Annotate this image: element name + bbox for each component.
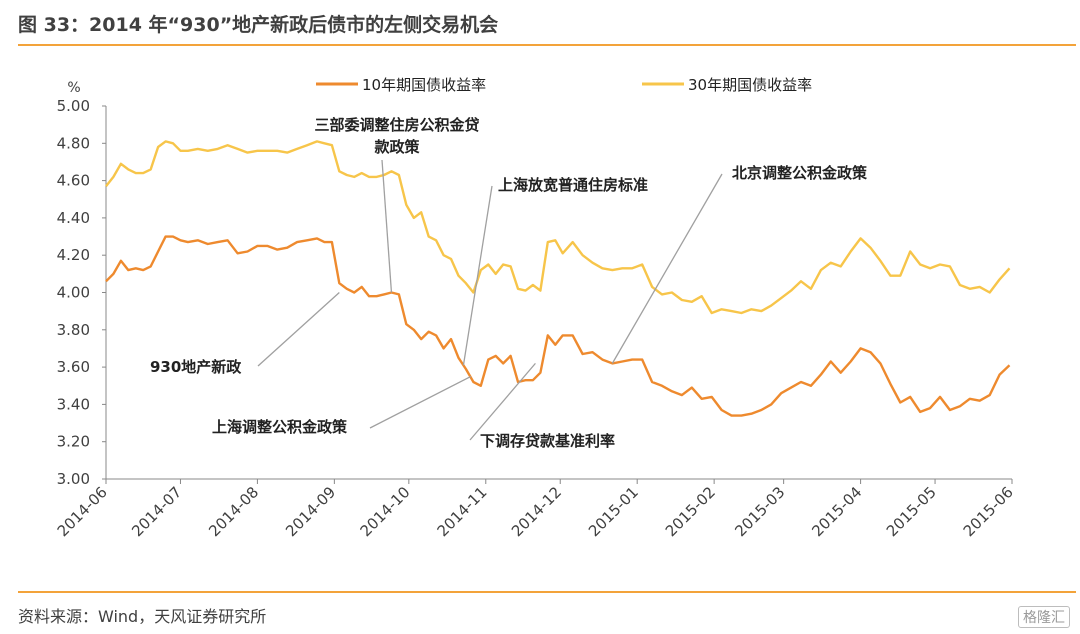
- y-tick-label: 3.80: [57, 321, 90, 339]
- annotation-leader-4: [369, 375, 472, 429]
- y-tick-label: 5.00: [57, 97, 90, 115]
- annotation-leader-1: [381, 159, 393, 293]
- y-tick-label: 3.40: [57, 395, 90, 413]
- annotation-label-1: 款政策: [374, 138, 420, 156]
- annotation-leader-0: [257, 292, 340, 367]
- x-tick-label: 2015-02: [662, 483, 719, 540]
- yield-line-chart: 5.00 4.80 4.60 4.40 4.20 4.00 3.80 3.60 3.40 3.20…: [54, 76, 1017, 540]
- annotation-label-0: 930地产新政: [150, 358, 242, 376]
- annotation-label-4: 上海调整公积金政策: [212, 418, 348, 436]
- y-tick-label: 4.20: [57, 246, 90, 264]
- x-tick-label: 2015-03: [731, 483, 788, 540]
- y-tick-label: 4.60: [57, 172, 90, 190]
- y-tick-label: 4.80: [57, 134, 90, 152]
- annotation-label-1: 三部委调整住房公积金贷: [314, 116, 479, 134]
- x-tick-label: 2014-11: [434, 483, 491, 540]
- y-tick-label: 3.20: [57, 433, 90, 451]
- x-tick-label: 2015-05: [883, 483, 940, 540]
- annotation-leader-2: [462, 185, 493, 366]
- y-tick-label: 3.00: [57, 470, 90, 488]
- y-tick-label: 4.00: [57, 284, 90, 302]
- annotation-label-5: 下调存贷款基准利率: [480, 432, 615, 450]
- x-tick-label: 2015-04: [808, 483, 865, 540]
- x-tick-label: 2014-10: [357, 483, 414, 540]
- series-line-10y: [105, 235, 1011, 417]
- annotation-leader-5: [469, 362, 536, 441]
- x-tick-label: 2014-12: [508, 483, 565, 540]
- legend-label-10y: 10年期国债收益率: [362, 76, 486, 94]
- x-tick-label: 2014-06: [54, 483, 111, 540]
- series-line-30y: [105, 140, 1011, 315]
- legend-label-30y: 30年期国债收益率: [688, 76, 812, 94]
- annotation-label-3: 北京调整公积金政策: [732, 164, 868, 182]
- x-tick-label: 2015-01: [585, 483, 642, 540]
- x-tick-label: 2014-09: [282, 483, 339, 540]
- x-tick-label: 2015-06: [960, 483, 1017, 540]
- source-note: 资料来源：Wind，天风证券研究所: [18, 607, 267, 626]
- figure-title: 图 33：2014 年“930”地产新政后债市的左侧交易机会: [18, 14, 499, 36]
- x-tick-label: 2014-08: [205, 483, 262, 540]
- x-tick-label: 2014-07: [128, 483, 185, 540]
- y-axis-unit-label: %: [67, 80, 80, 96]
- title-divider: [18, 44, 1076, 46]
- footer-divider: [18, 591, 1076, 593]
- watermark-logo: 格隆汇: [1018, 606, 1070, 628]
- y-tick-label: 3.60: [57, 358, 90, 376]
- annotation-leader-3: [611, 173, 723, 364]
- y-tick-label: 4.40: [57, 209, 90, 227]
- annotation-label-2: 上海放宽普通住房标准: [498, 176, 648, 194]
